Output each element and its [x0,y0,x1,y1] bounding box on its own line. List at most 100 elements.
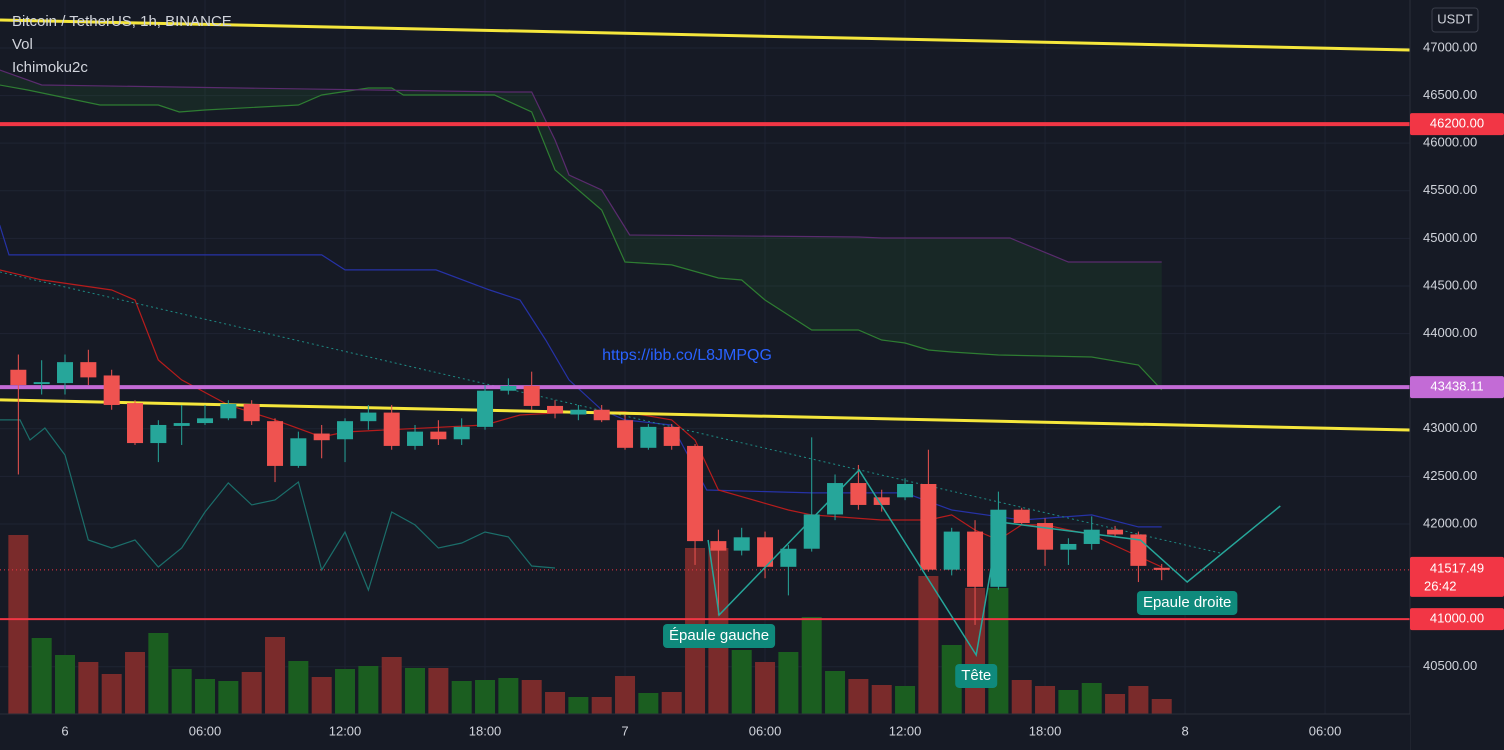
x-tick-label: 06:00 [189,723,222,738]
volume-bar [405,668,426,714]
candle-body [360,412,377,422]
y-tick-label: 44000.00 [1423,325,1477,340]
volume-bar [1081,683,1102,714]
conversion-line [0,269,1162,568]
x-tick-label: 06:00 [1309,723,1342,738]
volume-bar [101,674,122,714]
volume-bar [451,681,472,714]
volume-bar [988,588,1009,714]
candle-body [850,483,867,505]
price-badge [1410,608,1504,631]
x-tick-label: 06:00 [749,723,782,738]
x-tick-label: 8 [1181,723,1188,738]
candle-body [337,421,354,440]
candle-body [10,369,27,385]
price-badge [1410,376,1504,399]
price-badge [1410,113,1504,136]
volume-bar [871,685,892,714]
axes: 47000.00 46500.00 46000.00 45500.00 45000.00… [61,39,1504,738]
candle-body [733,537,750,551]
y-tick-label: 42500.00 [1423,468,1477,483]
candle-body [33,382,50,385]
volume-bar [78,662,99,714]
y-tick-label: 42000.00 [1423,515,1477,530]
candle-body [1037,523,1054,550]
volume-bar [288,661,309,714]
base-line [0,224,1162,528]
volume-bar [171,669,192,714]
candle-body [290,438,307,466]
last-price-label: 41517.49 [1430,560,1484,575]
volume-bar [941,645,962,714]
candle-body [430,431,447,440]
volume-bar [428,668,449,714]
y-tick-label: 46000.00 [1423,135,1477,150]
volume-bar [1035,686,1056,714]
candle-body [523,385,540,406]
volume-bar [8,535,29,714]
candle-body [1013,509,1030,524]
candle-body [407,431,424,446]
volume-bar [218,681,239,714]
candle-body [127,403,144,444]
volume-bar [661,692,682,714]
candle-body [663,426,680,446]
x-tick-label: 18:00 [1029,723,1062,738]
legend-title: Bitcoin / TetherUS, 1h, BINANCE [12,13,232,30]
y-tick-label: 43000.00 [1423,420,1477,435]
candle-body [687,445,704,542]
candle-body [57,362,74,384]
y-tick-label: 44500.00 [1423,277,1477,292]
y-tick-label: 47000.00 [1423,39,1477,54]
volume-bar [1058,690,1079,714]
candle-body [920,483,937,570]
candle-body [103,375,120,405]
currency[interactable]: USDT [1437,11,1472,26]
x-tick-label: 7 [621,723,628,738]
volume-bar [545,692,566,714]
y-tick-label: 40500.00 [1423,658,1477,673]
y-tick-label: 45500.00 [1423,182,1477,197]
volume-bar [358,666,379,714]
candle-body [220,404,237,419]
price-badge-label: 46200.00 [1430,116,1484,131]
link[interactable]: https://ibb.co/L8JMPQG [602,347,772,364]
candle-body [710,541,727,551]
candle-body [570,409,587,415]
candle-body [500,385,517,391]
pattern-line [707,468,1281,658]
x-tick-label: 18:00 [469,723,502,738]
candle-body [383,412,400,446]
candle-body [547,405,564,414]
candle-body [197,418,214,424]
pattern-label-box [663,623,776,648]
lagging-span [0,419,556,592]
volume-bar [1151,699,1172,714]
legend-indicator: Ichimoku2c [12,59,88,76]
candle-body [243,404,260,422]
volume-bar [125,652,146,714]
volume-bar [918,576,939,714]
candle-body [477,390,494,427]
candle-body [967,531,984,587]
volume-bar [591,697,612,714]
candle-body [80,362,97,378]
x-tick-label: 12:00 [889,723,922,738]
span-a [0,84,1163,391]
volume-bar [568,697,589,714]
volume-bar [241,672,262,714]
candle-body [267,421,284,466]
candle-body [943,531,960,570]
candle-body [897,483,914,498]
price-badge-label: 43438.11 [1430,379,1483,394]
candle-body [150,424,167,444]
pattern-label-box [1136,590,1238,615]
plot: Épaule gauche Tête Epaule droite [0,0,1411,714]
currency-button[interactable] [1431,7,1479,33]
legend-indicator: Vol [12,36,33,53]
volume-bar [311,677,332,714]
volume-bar [615,676,636,714]
last-price-badge [1410,556,1504,597]
candle-body [780,548,797,567]
